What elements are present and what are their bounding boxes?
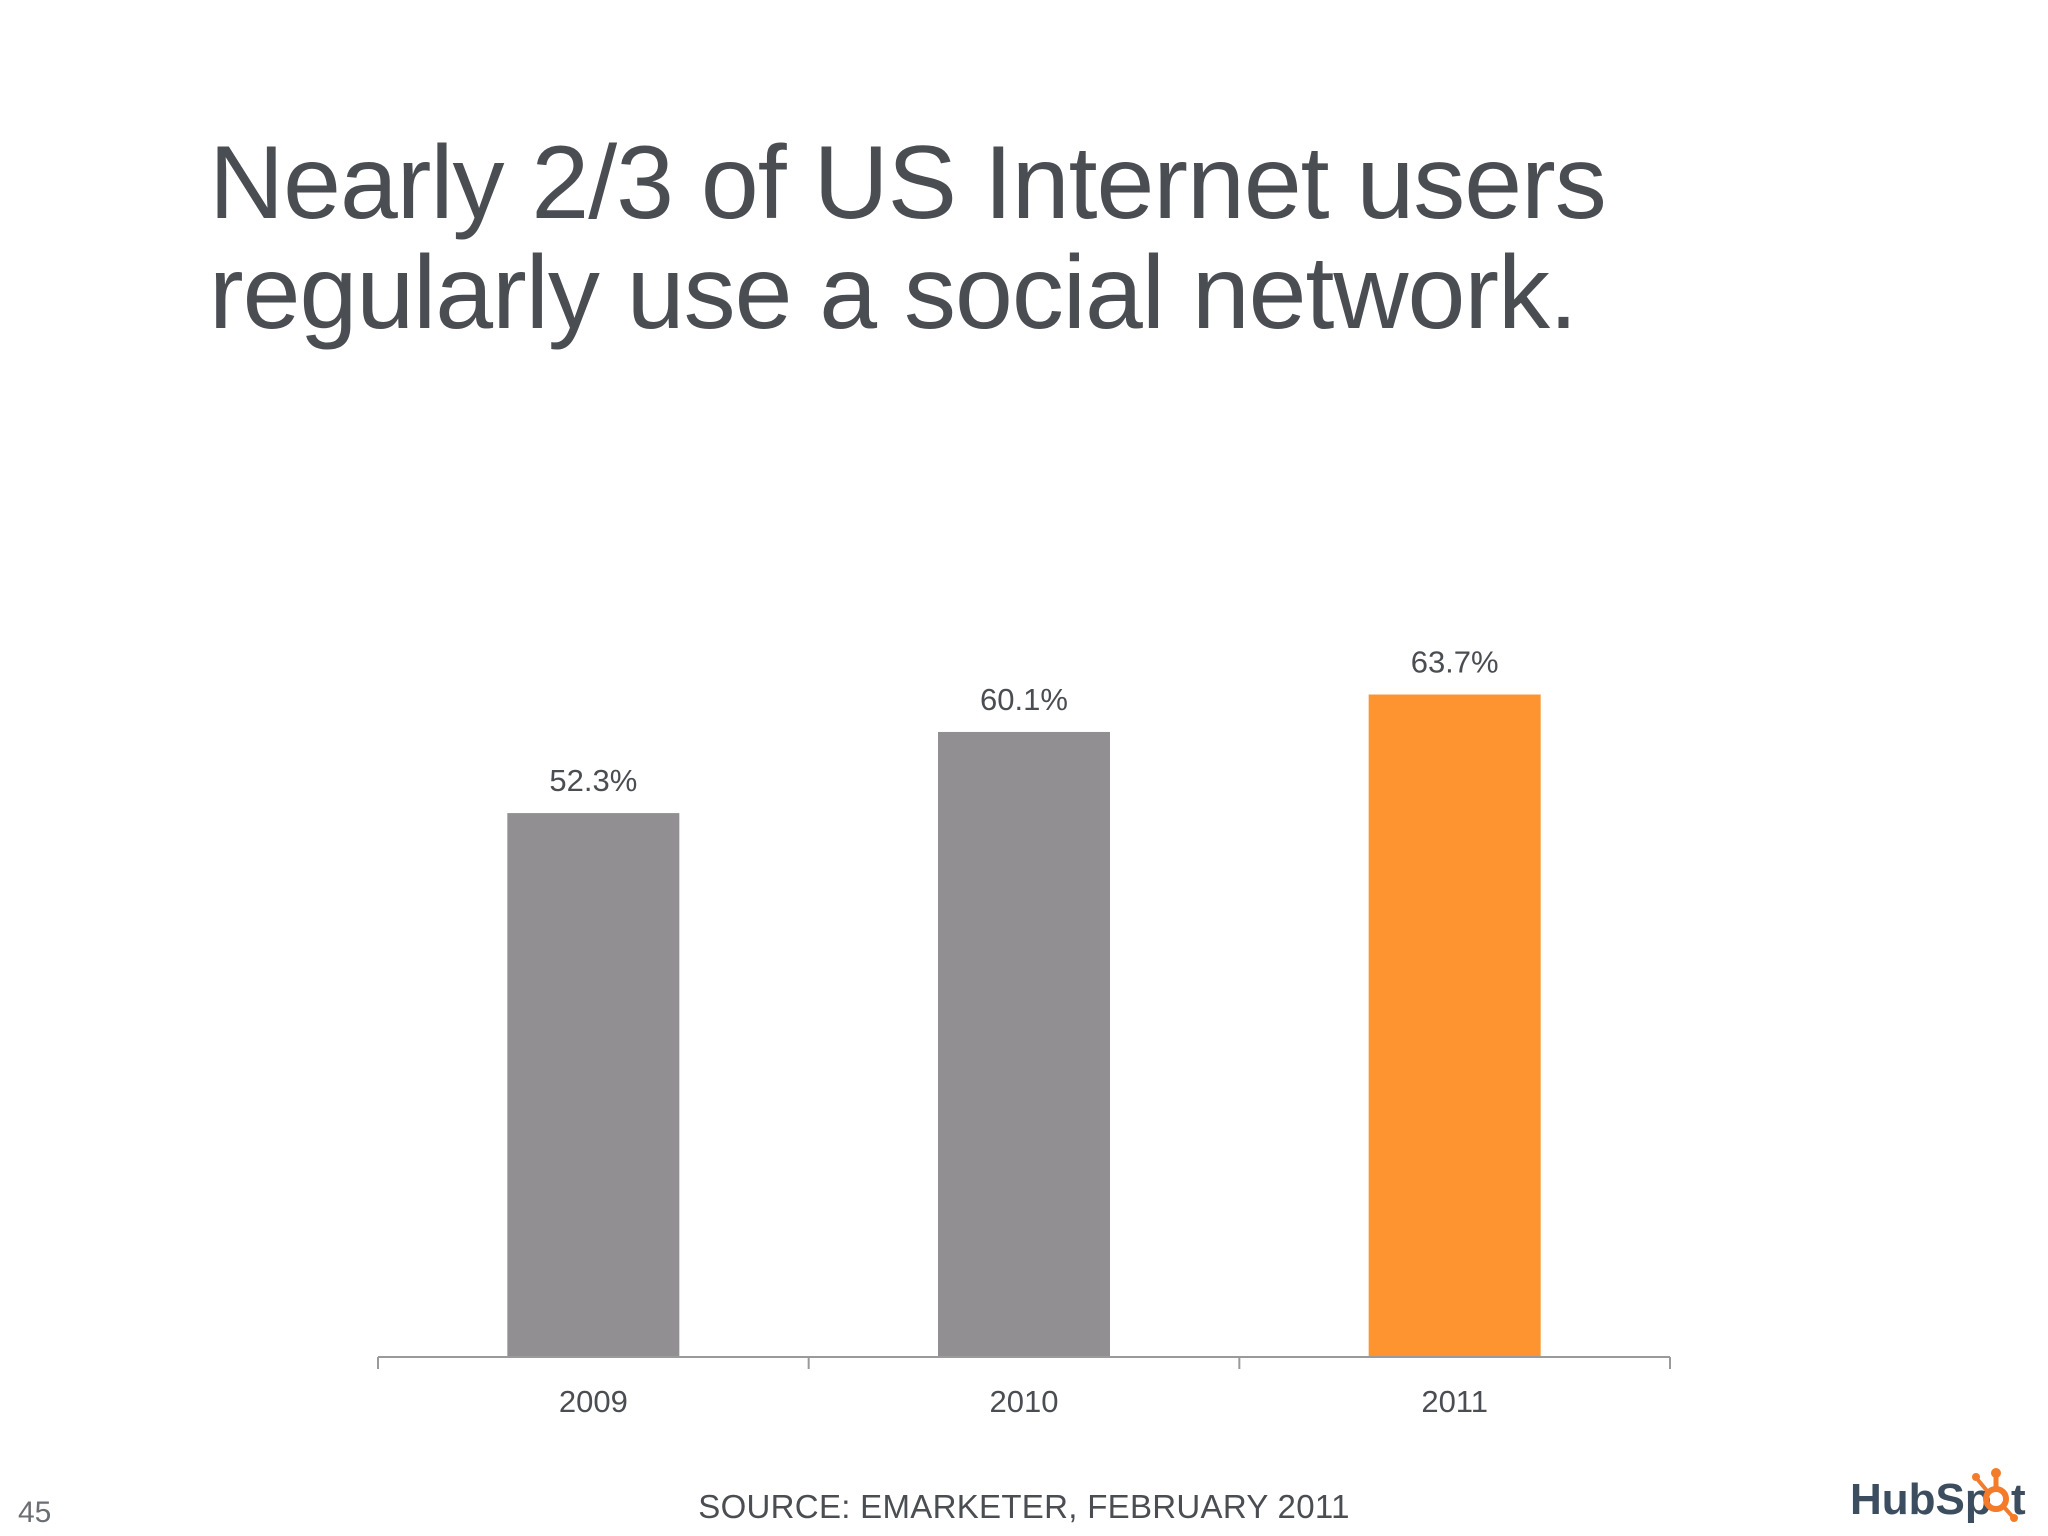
sprocket-icon — [1972, 1468, 2018, 1522]
x-tick-label-2010: 2010 — [990, 1384, 1059, 1419]
bar-2011 — [1368, 694, 1541, 1357]
data-label-2010: 60.1% — [980, 682, 1068, 717]
title-line-1: Nearly 2/3 of US Internet users — [209, 125, 1607, 241]
data-label-2009: 52.3% — [549, 763, 637, 798]
hubspot-logo: HubSp t — [1850, 1468, 2026, 1524]
x-tick-label-2011: 2011 — [1421, 1384, 1488, 1419]
logo-text-right: t — [2011, 1475, 2026, 1524]
bar-2010 — [938, 731, 1110, 1357]
logo-text-left: HubSp — [1850, 1475, 1992, 1524]
title-line-2: regularly use a social network. — [209, 235, 1578, 351]
slide-number: 45 — [18, 1496, 52, 1529]
slide-title: Nearly 2/3 of US Internet users regularl… — [209, 128, 1909, 348]
bar-2009 — [507, 813, 680, 1357]
data-label-2011: 63.7% — [1411, 645, 1499, 680]
x-tick-label-2009: 2009 — [559, 1384, 628, 1419]
source-citation: SOURCE: EMARKETER, FEBRUARY 2011 — [698, 1488, 1350, 1525]
